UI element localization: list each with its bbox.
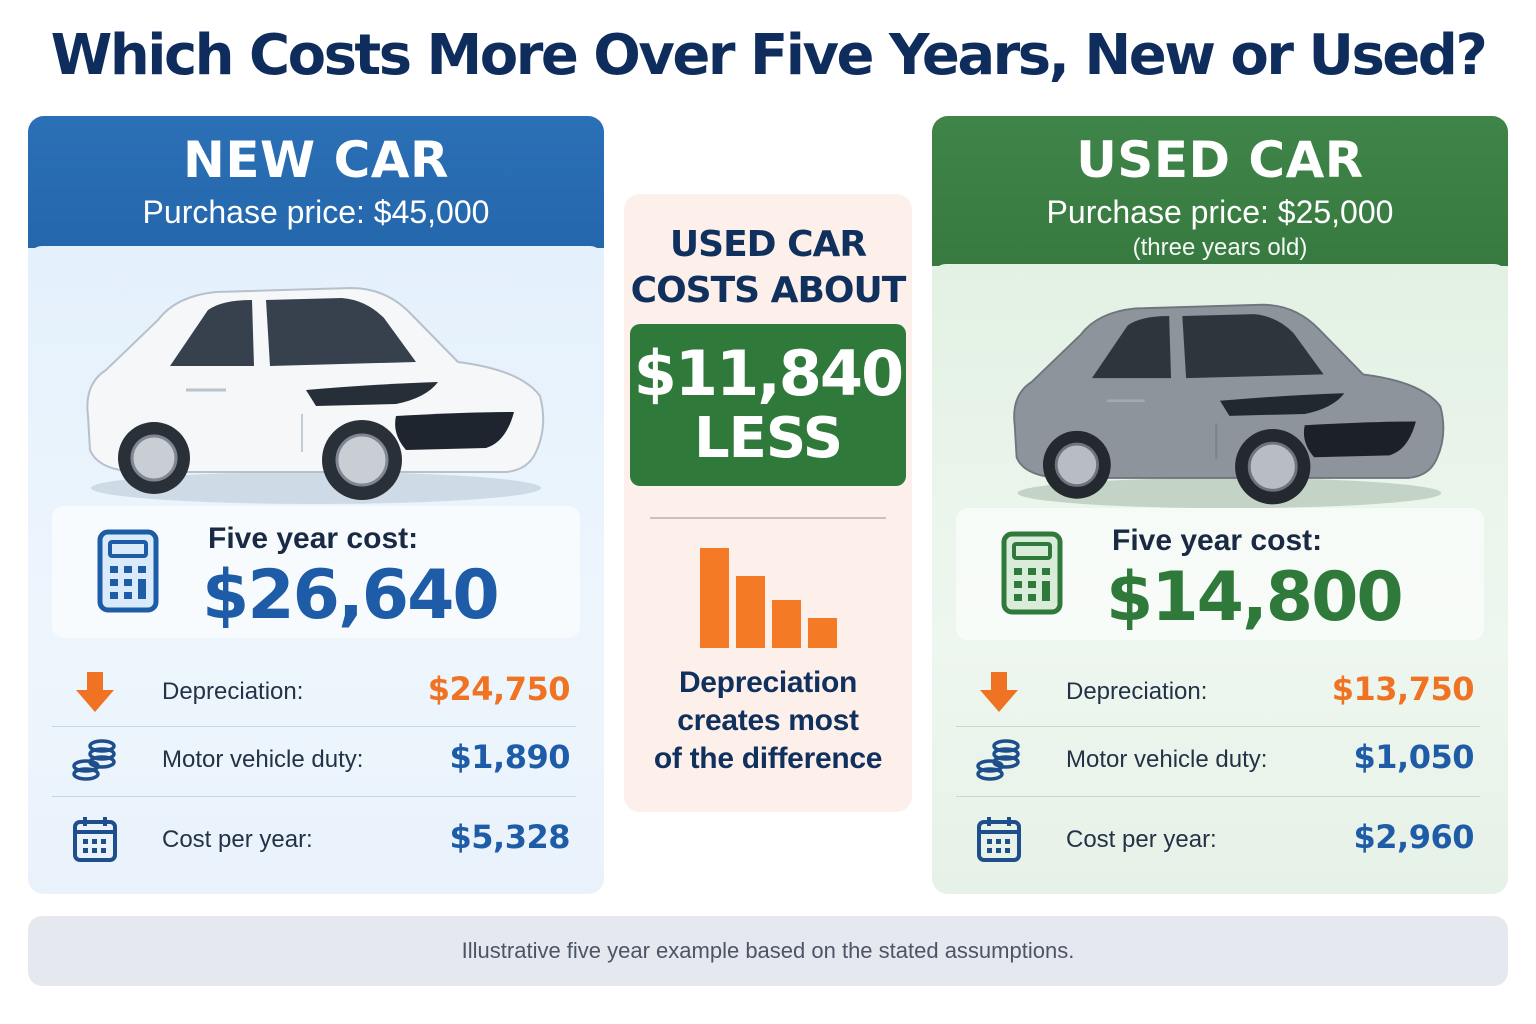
new-car-image <box>86 286 545 504</box>
difference-amount-box: $11,840 LESS <box>630 324 906 486</box>
down-arrow-icon <box>76 672 114 712</box>
bar-1 <box>700 548 729 648</box>
used-car-depreciation-row: Depreciation: $13,750 <box>956 654 1480 726</box>
calendar-icon <box>977 817 1021 862</box>
divider <box>956 796 1480 797</box>
new-car-five-year-cost: Five year cost: $26,640 <box>52 506 580 638</box>
difference-explanation-line-3: of the difference <box>653 742 883 775</box>
used-car-duty-label: Motor vehicle duty: <box>1066 746 1268 773</box>
used-car-depreciation-label: Depreciation: <box>1066 678 1208 705</box>
used-car-age-note: (three years old) <box>1132 234 1308 261</box>
difference-explanation: Depreciation creates most of the differe… <box>624 664 912 778</box>
decreasing-bars-icon <box>700 548 837 648</box>
used-car-duty-value: $1,050 <box>1353 738 1475 776</box>
used-car-five-year-cost: Five year cost: $14,800 <box>956 508 1484 640</box>
used-car-header: USED CAR Purchase price: $25,000 (three … <box>932 116 1508 266</box>
used-car-depreciation-value: $13,750 <box>1331 670 1475 708</box>
bar-3 <box>772 600 801 648</box>
used-car-purchase-price: Purchase price: $25,000 <box>1046 194 1394 230</box>
bar-4 <box>808 618 837 648</box>
difference-heading-line-1: USED CAR <box>669 224 867 265</box>
used-car-five-year-value: $14,800 <box>1106 558 1404 637</box>
divider <box>956 726 1480 727</box>
new-car-duty-value: $1,890 <box>449 738 571 776</box>
new-car-card: NEW CAR Purchase price: $45,000 Five yea… <box>28 116 604 894</box>
used-car-cost-per-year-value: $2,960 <box>1353 818 1475 856</box>
new-car-five-year-label: Five year cost: <box>208 522 419 555</box>
difference-heading-line-2: COSTS ABOUT <box>630 270 907 311</box>
difference-less: LESS <box>693 406 843 471</box>
calculator-icon <box>1001 531 1063 615</box>
new-car-cost-per-year-value: $5,328 <box>449 818 571 856</box>
used-car-cost-per-year-row: Cost per year: $2,960 <box>956 802 1480 874</box>
footer-disclaimer: Illustrative five year example based on … <box>28 916 1508 986</box>
used-car-card: USED CAR Purchase price: $25,000 (three … <box>932 116 1508 894</box>
new-car-depreciation-value: $24,750 <box>427 670 571 708</box>
difference-amount: $11,840 <box>633 337 904 410</box>
new-car-five-year-value: $26,640 <box>202 556 500 635</box>
difference-panel: USED CAR COSTS ABOUT $11,840 LESS Deprec… <box>624 194 912 812</box>
new-car-duty-label: Motor vehicle duty: <box>162 746 364 773</box>
used-car-duty-row: Motor vehicle duty: $1,050 <box>956 722 1480 794</box>
difference-heading: USED CAR COSTS ABOUT <box>624 222 912 314</box>
new-car-purchase-price: Purchase price: $45,000 <box>142 194 490 230</box>
coins-icon <box>72 739 116 781</box>
calculator-icon <box>97 529 159 613</box>
new-car-heading: NEW CAR <box>183 131 449 189</box>
coins-icon <box>976 739 1020 781</box>
difference-explanation-line-2: creates most <box>677 704 859 737</box>
new-car-depreciation-row: Depreciation: $24,750 <box>52 654 576 726</box>
page-title: Which Costs More Over Five Years, New or… <box>50 23 1488 88</box>
used-car-heading: USED CAR <box>1076 131 1364 189</box>
used-car-image <box>1013 303 1445 509</box>
divider <box>52 726 576 727</box>
used-car-cost-per-year-label: Cost per year: <box>1066 826 1217 853</box>
bar-2 <box>736 576 765 648</box>
calendar-icon <box>73 817 117 862</box>
difference-explanation-line-1: Depreciation <box>678 666 858 699</box>
divider <box>650 517 886 519</box>
down-arrow-icon <box>980 672 1018 712</box>
divider <box>52 796 576 797</box>
new-car-cost-per-year-row: Cost per year: $5,328 <box>52 802 576 874</box>
used-car-five-year-label: Five year cost: <box>1112 524 1323 557</box>
new-car-cost-per-year-label: Cost per year: <box>162 826 313 853</box>
new-car-header: NEW CAR Purchase price: $45,000 <box>28 116 604 248</box>
new-car-depreciation-label: Depreciation: <box>162 678 304 705</box>
new-car-duty-row: Motor vehicle duty: $1,890 <box>52 722 576 794</box>
